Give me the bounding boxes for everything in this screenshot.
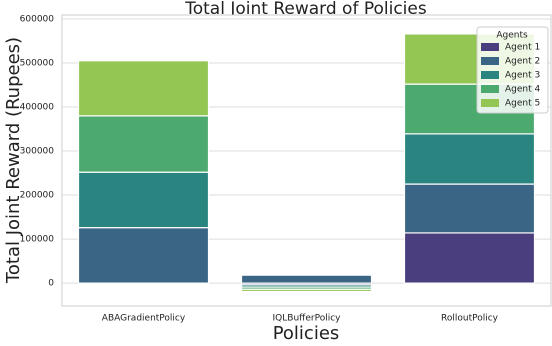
x-tick-label: RolloutPolicy bbox=[441, 314, 499, 324]
x-tick-label: ABAGradientPolicy bbox=[102, 314, 186, 324]
legend-label: Agent 1 bbox=[505, 43, 540, 53]
bar-segment bbox=[77, 227, 210, 284]
chart-title: Total Joint Reward of Policies bbox=[184, 0, 427, 19]
y-tick-label: 400000 bbox=[20, 103, 55, 113]
legend-swatch bbox=[481, 43, 499, 51]
y-tick-label: 100000 bbox=[20, 235, 55, 245]
y-tick-label: 0 bbox=[48, 279, 54, 289]
legend-swatch bbox=[481, 57, 499, 65]
y-tick-label: 200000 bbox=[20, 191, 55, 201]
legend-label: Agent 2 bbox=[505, 57, 540, 67]
x-tick-label: IQLBufferPolicy bbox=[273, 314, 342, 324]
legend-label: Agent 5 bbox=[505, 99, 540, 109]
bar-segment bbox=[240, 288, 373, 293]
legend-swatch bbox=[481, 71, 499, 79]
y-tick-label: 300000 bbox=[20, 147, 55, 157]
legend-title: Agents bbox=[496, 31, 528, 41]
bar-segment bbox=[77, 60, 210, 117]
legend-label: Agent 3 bbox=[505, 71, 540, 81]
legend-swatch bbox=[481, 85, 499, 93]
legend-label: Agent 4 bbox=[505, 85, 541, 95]
bar-segment bbox=[403, 183, 536, 234]
y-axis-label: Total Joint Reward (Rupees) bbox=[3, 37, 24, 284]
bar-segment bbox=[77, 115, 210, 173]
y-tick-label: 600000 bbox=[20, 14, 55, 24]
bar-segment bbox=[403, 133, 536, 185]
bar-segment bbox=[77, 171, 210, 229]
legend-swatch bbox=[481, 99, 499, 107]
bar-segment bbox=[403, 232, 536, 284]
x-axis-label: Policies bbox=[273, 323, 340, 342]
bar-segment bbox=[240, 274, 373, 284]
y-tick-label: 500000 bbox=[20, 58, 55, 68]
